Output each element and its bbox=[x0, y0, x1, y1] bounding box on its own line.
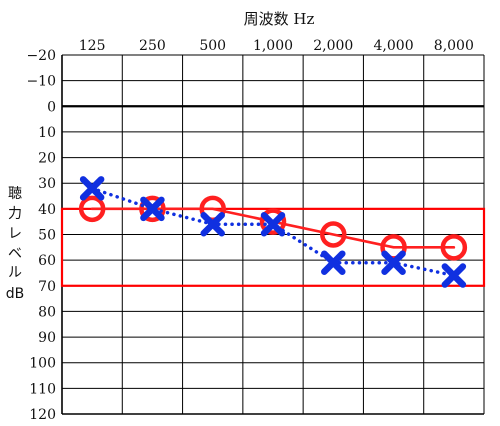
x-tick-label: 4,000 bbox=[374, 38, 414, 54]
data-point-circle bbox=[78, 195, 106, 223]
x-tick-label: 125 bbox=[79, 38, 106, 54]
chart-grid bbox=[61, 54, 485, 415]
y-tick-label: 120 bbox=[29, 407, 56, 423]
x-tick-label: 8,000 bbox=[434, 38, 474, 54]
chart-title: 周波数 Hz bbox=[244, 10, 315, 28]
y-tick-labels: −20 −10 0 10 20 30 40 50 60 70 80 90 100 110 120 bbox=[26, 48, 56, 423]
cross-stroke bbox=[441, 263, 467, 288]
data-point-cross bbox=[260, 211, 286, 237]
y-tick-label: 10 bbox=[38, 125, 56, 141]
y-tick-label: 60 bbox=[38, 253, 56, 269]
y-axis-label-char: 力 bbox=[8, 206, 22, 222]
cross-stroke bbox=[79, 176, 105, 201]
y-axis-label-char: ル bbox=[8, 265, 22, 281]
data-point-circle bbox=[139, 195, 166, 223]
data-point-circle bbox=[440, 234, 468, 261]
y-tick-label: 0 bbox=[47, 99, 56, 115]
data-point-circle bbox=[320, 221, 347, 248]
x-tick-label: 250 bbox=[139, 38, 166, 54]
y-tick-label: 30 bbox=[38, 176, 56, 192]
y-axis-label-char: レ bbox=[8, 226, 22, 242]
data-point-circle bbox=[259, 208, 287, 235]
y-axis-label-char: dB bbox=[6, 286, 25, 302]
cross-stroke bbox=[140, 196, 165, 222]
y-tick-label: 80 bbox=[38, 304, 56, 320]
series-group bbox=[78, 176, 468, 288]
cross-stroke bbox=[321, 250, 346, 275]
data-point-cross bbox=[321, 250, 346, 275]
y-tick-label: 90 bbox=[38, 330, 56, 346]
y-tick-label: 40 bbox=[38, 202, 56, 218]
data-point-cross bbox=[79, 176, 105, 201]
y-axis-label-char: ベ bbox=[8, 246, 22, 262]
data-point-cross bbox=[441, 263, 467, 288]
x-tick-label: 1,000 bbox=[253, 38, 293, 54]
x-tick-labels: 125 250 500 1,000 2,000 4,000 8,000 bbox=[79, 38, 474, 54]
y-tick-label: 110 bbox=[29, 381, 56, 397]
y-tick-label: 100 bbox=[29, 356, 56, 372]
y-tick-label: 20 bbox=[38, 151, 56, 167]
cross-stroke bbox=[260, 211, 286, 237]
data-point-cross bbox=[200, 211, 225, 237]
x-tick-label: 2,000 bbox=[313, 38, 353, 54]
y-tick-label: 50 bbox=[38, 228, 56, 244]
y-tick-label: 70 bbox=[38, 279, 56, 295]
x-tick-label: 500 bbox=[199, 38, 226, 54]
cross-stroke bbox=[200, 211, 225, 237]
y-tick-label: −10 bbox=[26, 74, 56, 90]
data-point-cross bbox=[140, 196, 165, 222]
cross-stroke bbox=[381, 250, 406, 275]
y-tick-label: −20 bbox=[26, 48, 56, 64]
y-axis-label-char: 聴 bbox=[8, 186, 22, 202]
data-point-cross bbox=[381, 250, 406, 275]
